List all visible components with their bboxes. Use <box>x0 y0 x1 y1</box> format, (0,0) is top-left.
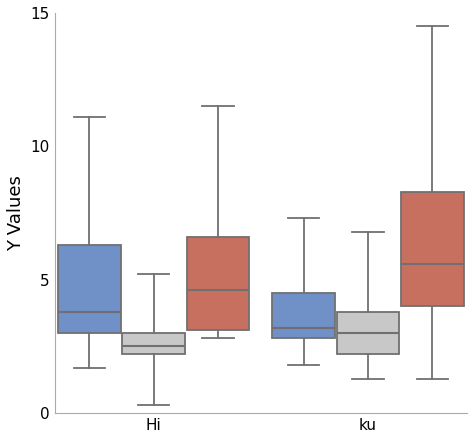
Y-axis label: Y Values: Y Values <box>7 175 25 251</box>
PathPatch shape <box>58 245 120 333</box>
PathPatch shape <box>187 237 249 330</box>
PathPatch shape <box>122 333 185 355</box>
PathPatch shape <box>337 312 400 355</box>
PathPatch shape <box>401 192 464 307</box>
PathPatch shape <box>273 293 335 338</box>
